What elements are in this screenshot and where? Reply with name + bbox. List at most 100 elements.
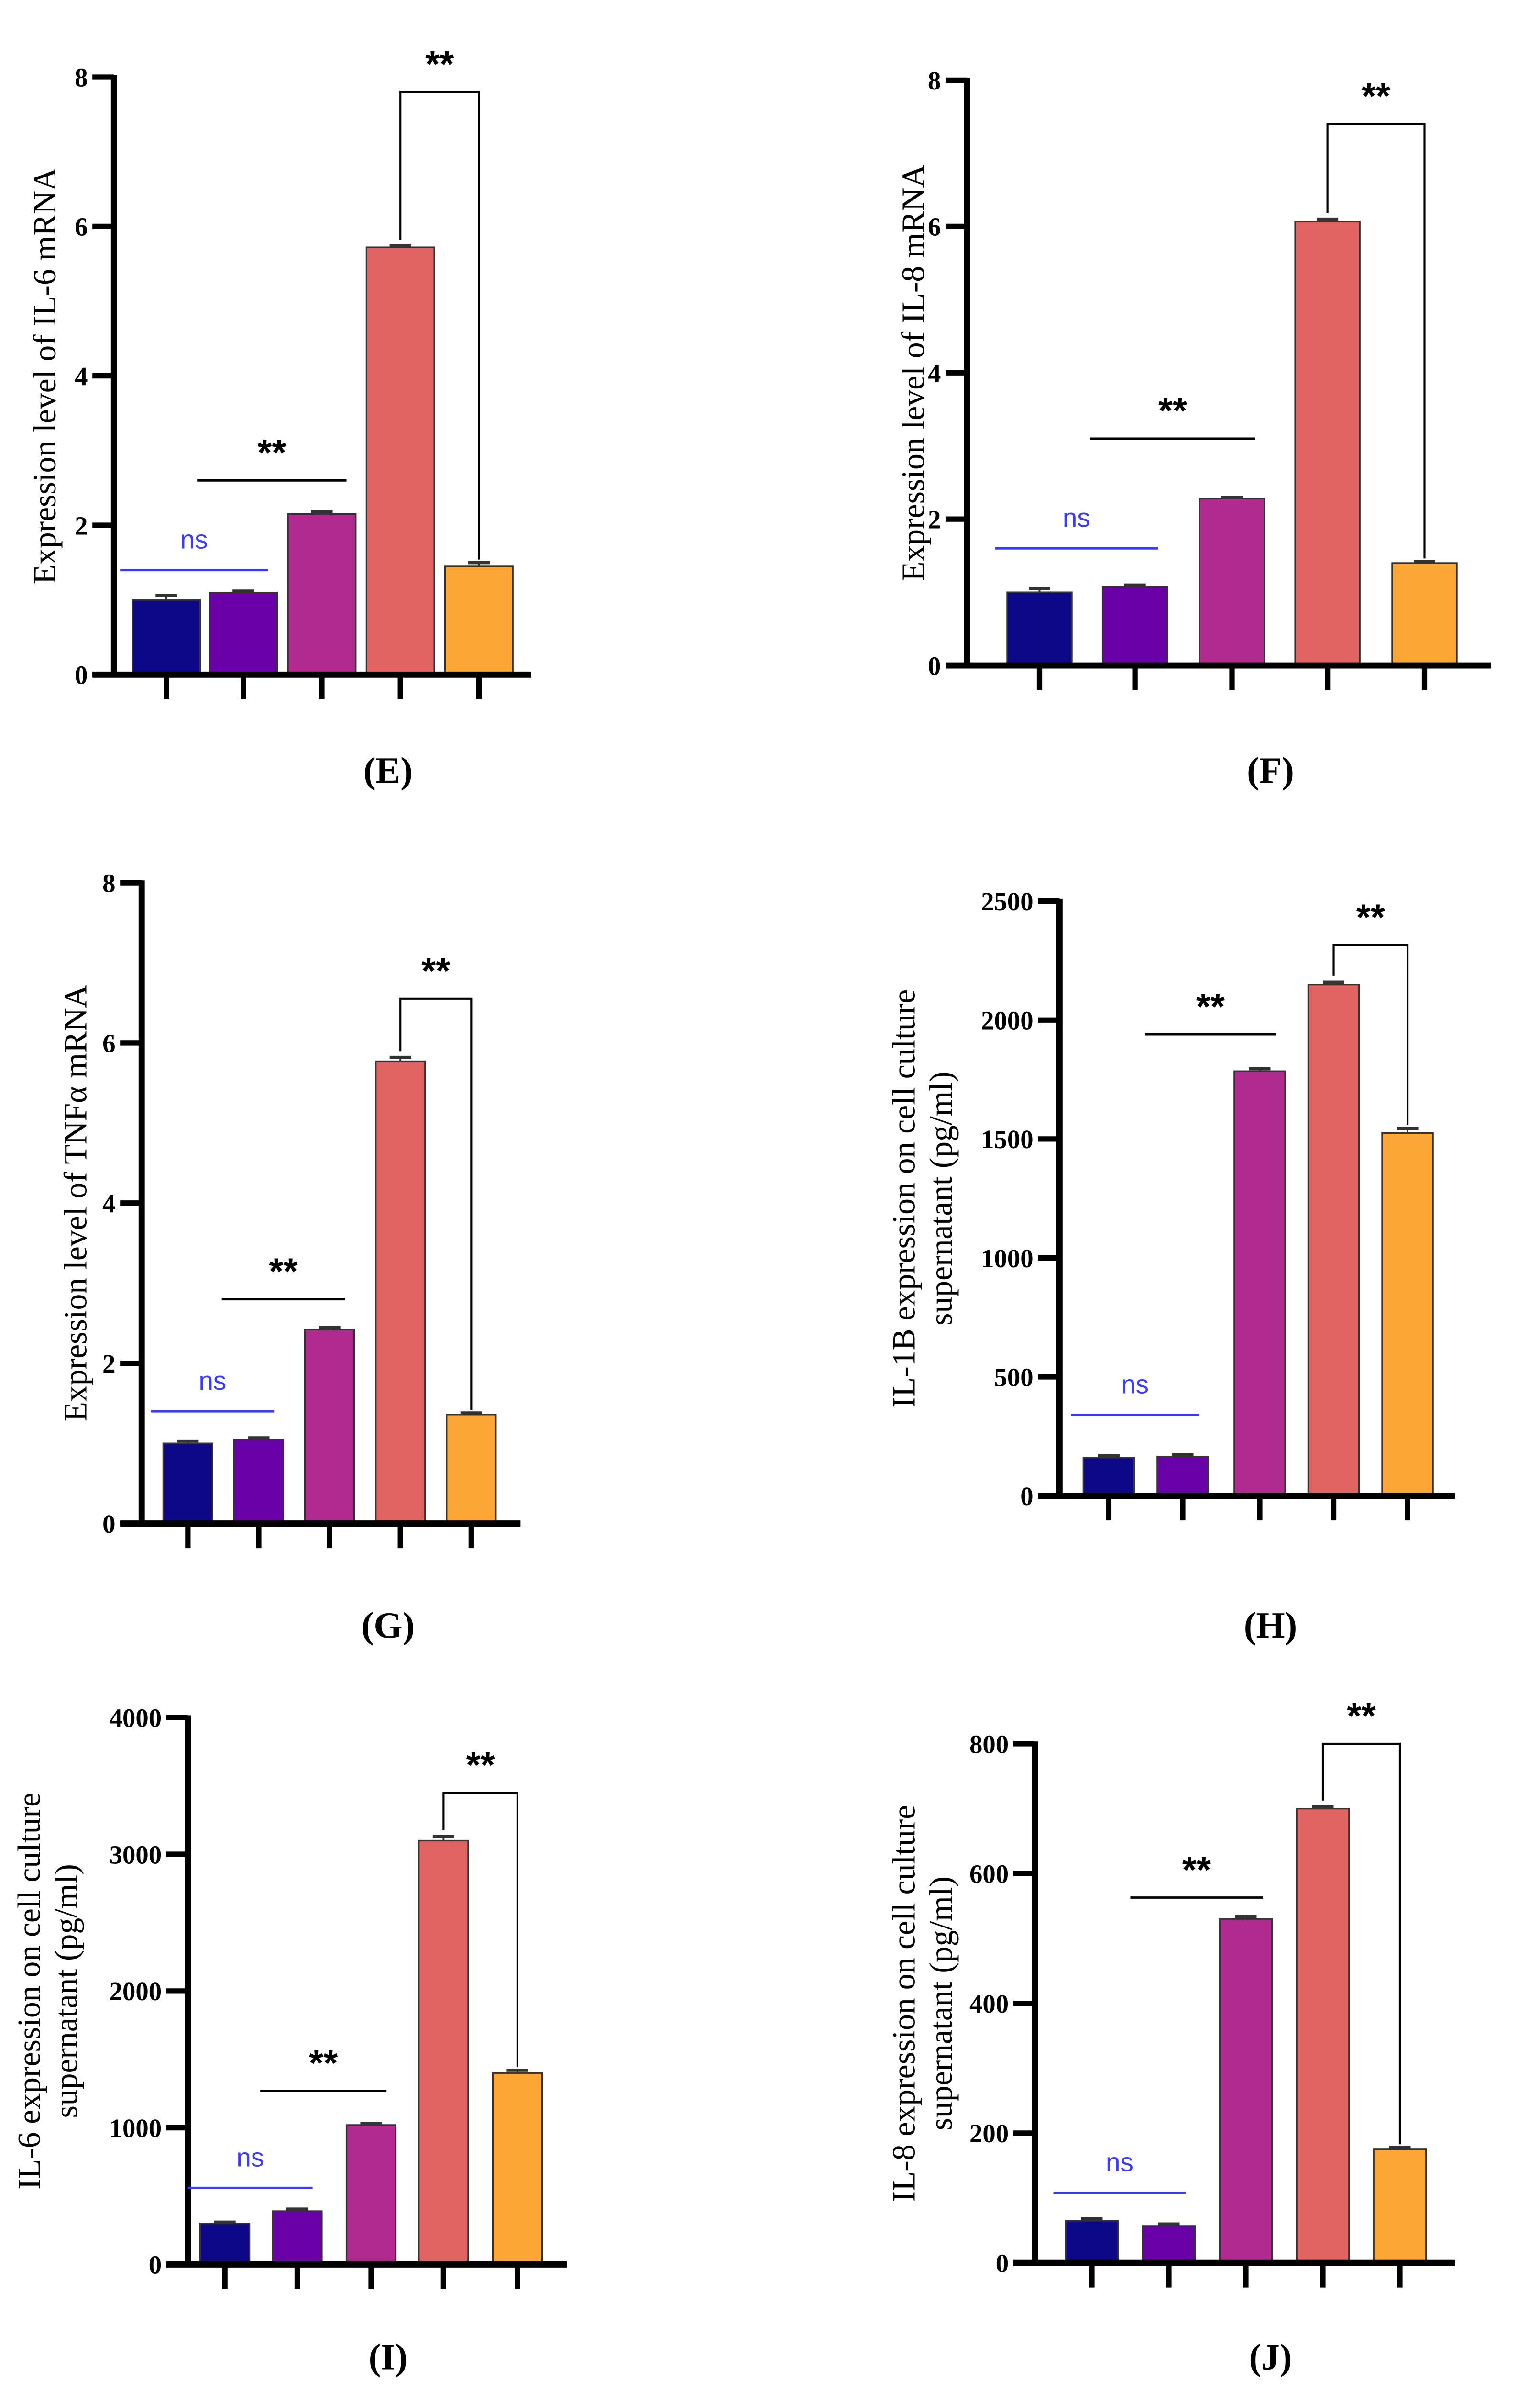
chart-panel-6: 0 200 400 600 800 IL-8 expression on cell cul… — [886, 1695, 1455, 2377]
y-axis-label: supernatant (pg/ml) — [48, 1864, 84, 2118]
bar — [233, 1439, 285, 1525]
bar — [446, 1414, 497, 1525]
y-tick-label: 8 — [928, 66, 941, 95]
bar — [444, 565, 514, 676]
y-axis-label: IL-1B expression on cell culture — [886, 989, 922, 1408]
y-tick-label: 1000 — [110, 2114, 162, 2143]
ns-label: ns — [198, 1366, 226, 1395]
y-axis-label: IL-6 expression on cell culture — [11, 1793, 47, 2190]
y-tick-label: 1500 — [981, 1125, 1033, 1154]
y-tick-label: 600 — [969, 1860, 1009, 1889]
panel-label: (I) — [369, 2336, 408, 2377]
chart-panel-1: 0 2 4 6 8 Expression level of IL-6 mRNA ns ** **… — [27, 44, 531, 791]
significance-stars: ** — [421, 951, 450, 992]
y-axis-label: supernatant (pg/ml) — [923, 1876, 959, 2130]
bar — [1065, 2220, 1119, 2264]
y-tick-label: 3000 — [110, 1840, 162, 1869]
significance-bracket — [1332, 944, 1409, 1126]
bar — [1391, 562, 1458, 666]
y-tick-label: 4 — [102, 1189, 115, 1218]
ns-label: ns — [1121, 1369, 1149, 1399]
bar — [199, 2223, 251, 2265]
bar — [1101, 586, 1168, 666]
significance-stars: ** — [257, 432, 286, 473]
y-axis-label: IL-8 expression on cell culture — [886, 1805, 922, 2202]
y-tick-label: 8 — [75, 63, 88, 92]
bar — [365, 246, 435, 676]
y-tick-label: 400 — [969, 1989, 1009, 2018]
bar — [304, 1329, 355, 1525]
bar — [132, 599, 201, 676]
y-tick-label: 2 — [928, 505, 941, 534]
y-tick-label: 4000 — [110, 1704, 162, 1733]
significance-stars: ** — [466, 1744, 495, 1785]
y-tick-label: 8 — [102, 868, 115, 897]
y-tick-label: 2 — [102, 1349, 115, 1378]
bar — [1199, 498, 1265, 666]
bar — [1233, 1070, 1286, 1497]
y-tick-label: 1000 — [981, 1244, 1033, 1273]
y-tick-label: 800 — [969, 1729, 1009, 1759]
ns-label: ns — [236, 2142, 264, 2172]
y-tick-label: 6 — [75, 212, 88, 242]
bar — [375, 1060, 426, 1525]
significance-stars: ** — [1158, 390, 1187, 432]
panel-label: (H) — [1244, 1605, 1298, 1646]
bar — [1082, 1457, 1135, 1497]
y-tick-label: 500 — [994, 1362, 1034, 1392]
ns-label: ns — [1106, 2148, 1133, 2177]
bar — [1006, 591, 1073, 666]
y-tick-label: 4 — [75, 362, 88, 391]
y-tick-label: 2000 — [981, 1006, 1033, 1035]
bar — [418, 1839, 469, 2265]
ns-label: ns — [1063, 503, 1090, 532]
chart-panel-4: 0 500 1000 1500 2000 2500 IL-1B expression on … — [886, 887, 1455, 1646]
bar — [1142, 2225, 1196, 2264]
bar — [1294, 221, 1361, 666]
significance-stars: ** — [1182, 1849, 1211, 1890]
significance-bracket — [442, 1792, 519, 2068]
y-tick-label: 0 — [928, 651, 941, 680]
chart-panel-2: 0 2 4 6 8 Expression level of IL-8 mRNA ns ** **… — [895, 66, 1491, 791]
y-tick-label: 2500 — [981, 887, 1033, 916]
ns-label: ns — [180, 525, 208, 554]
panel-label: (F) — [1247, 750, 1294, 791]
y-tick-label: 2 — [75, 511, 88, 540]
y-tick-label: 2000 — [110, 1977, 162, 2006]
significance-bracket — [399, 997, 473, 1410]
y-tick-label: 0 — [996, 2248, 1009, 2278]
significance-bracket — [399, 91, 480, 560]
chart-panel-5: 0 1000 2000 3000 4000 IL-6 expression on cell… — [11, 1704, 567, 2377]
y-axis-label: supernatant (pg/ml) — [923, 1071, 959, 1325]
y-axis-label: Expression level of IL-8 mRNA — [895, 164, 931, 581]
y-tick-label: 0 — [75, 661, 88, 690]
y-axis-label: Expression level of IL-6 mRNA — [27, 167, 63, 584]
significance-bracket — [1326, 123, 1426, 559]
bar — [1296, 1808, 1350, 2264]
bar — [345, 2124, 397, 2265]
panel-label: (E) — [363, 750, 413, 791]
y-tick-label: 0 — [1020, 1482, 1033, 1511]
bar — [492, 2072, 543, 2265]
bar — [162, 1442, 213, 1525]
bar — [287, 513, 357, 676]
bar — [1307, 984, 1360, 1497]
bar — [209, 591, 278, 676]
y-axis-label: Expression level of TNFα mRNA — [57, 985, 93, 1421]
significance-stars: ** — [1356, 897, 1385, 938]
significance-stars: ** — [1196, 986, 1225, 1027]
y-tick-label: 4 — [928, 359, 941, 388]
significance-stars: ** — [425, 44, 454, 85]
chart-panel-3: 0 2 4 6 8 Expression level of TNFα mRNA ns ** **… — [57, 868, 521, 1646]
y-tick-label: 6 — [928, 212, 941, 242]
bar — [272, 2210, 323, 2265]
significance-stars: ** — [309, 2042, 338, 2083]
y-tick-label: 6 — [102, 1029, 115, 1058]
panel-label: (J) — [1249, 2336, 1292, 2377]
significance-stars: ** — [269, 1251, 297, 1292]
significance-stars: ** — [1347, 1695, 1375, 1737]
significance-bracket — [1321, 1742, 1401, 2145]
panel-label: (G) — [362, 1605, 415, 1646]
bar — [1219, 1918, 1273, 2264]
